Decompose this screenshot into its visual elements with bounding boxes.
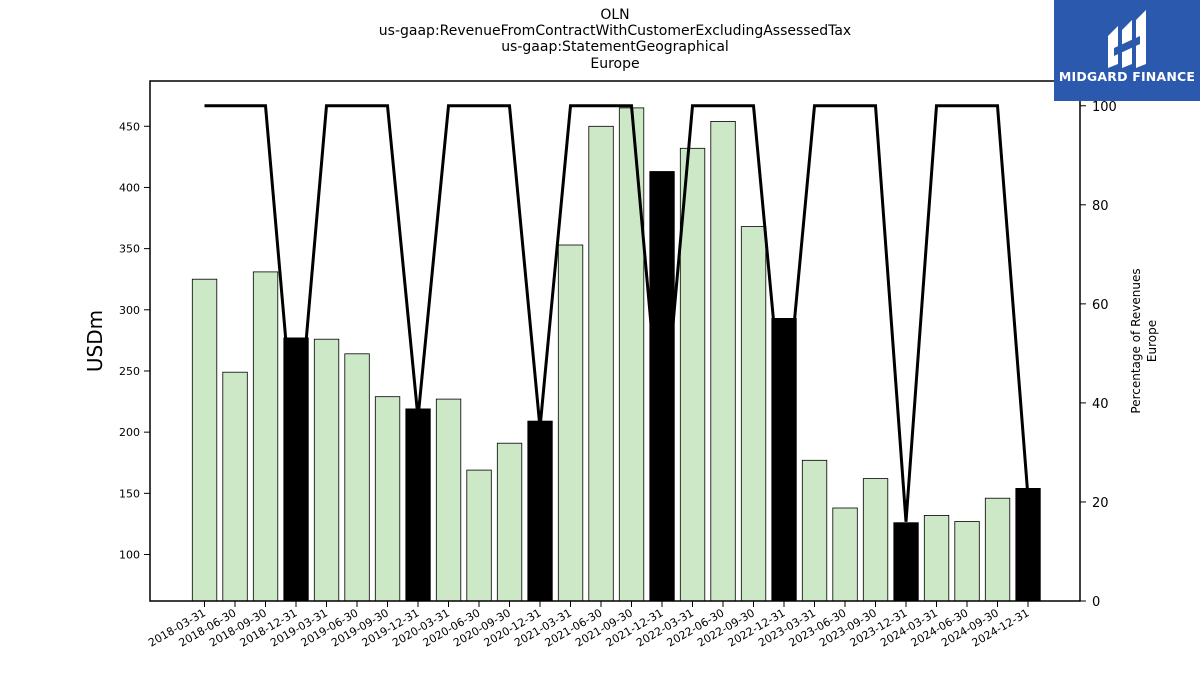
y2-axis-label-line-1: Percentage of Revenues <box>1129 268 1143 413</box>
quarter-bar <box>557 244 584 602</box>
annual-bar <box>893 522 919 602</box>
quarter-bar <box>191 278 218 602</box>
y-tick-label: 200 <box>119 426 140 439</box>
quarter-bar <box>466 469 492 602</box>
quarter-bar <box>679 147 706 602</box>
quarter-bar <box>710 121 736 602</box>
quarter-bar <box>832 507 858 602</box>
quarter-bar <box>222 371 248 602</box>
y2-tick-label: 40 <box>1092 397 1109 412</box>
plot-frame <box>149 80 1081 602</box>
y-axis-left: 100 150 200 250 300 350 400 450 <box>119 120 150 562</box>
y2-tick-label: 100 <box>1092 100 1117 115</box>
quarter-bar <box>801 459 828 602</box>
y-tick-label: 100 <box>119 549 140 562</box>
annual-bar <box>283 337 309 602</box>
quarter-bar <box>954 521 980 602</box>
quarter-bar <box>923 515 950 602</box>
annual-bar <box>771 317 797 602</box>
y-tick-label: 450 <box>119 120 140 133</box>
quarter-bar <box>862 478 889 602</box>
quarter-bar <box>740 226 767 602</box>
y-tick-label: 400 <box>119 181 140 194</box>
annual-bar <box>649 171 675 602</box>
quarter-bar <box>435 398 462 602</box>
quarter-bar <box>588 125 614 602</box>
y-axis-right: 0 20 40 60 80 100 <box>1080 100 1117 610</box>
quarter-bar <box>984 497 1011 602</box>
quarter-bar <box>252 271 279 602</box>
y2-tick-label: 80 <box>1092 199 1109 214</box>
chart-title-line-1: OLN <box>600 7 630 23</box>
y2-tick-label: 60 <box>1092 298 1109 313</box>
annual-bar <box>1015 487 1041 602</box>
chart-title-line-2: us-gaap:RevenueFromContractWithCustomerE… <box>378 23 852 39</box>
y2-axis-label-line-2: Europe <box>1145 320 1159 362</box>
y-tick-label: 350 <box>119 243 140 256</box>
y2-tick-label: 0 <box>1092 595 1100 610</box>
chart-title-line-4: Europe <box>590 56 640 72</box>
chart-title-line-3: us-gaap:StatementGeographical <box>501 39 729 55</box>
x-axis: 2018-03-312018-06-302018-09-302018-12-31… <box>146 601 1032 650</box>
midgard-logo-icon <box>1108 10 1146 68</box>
percentage-line <box>204 104 1030 522</box>
annual-bar <box>405 408 431 602</box>
y-tick-label: 250 <box>119 365 140 378</box>
brand-logo: MIDGARD FINANCE <box>1054 0 1200 101</box>
quarter-bar <box>374 396 401 602</box>
quarter-bar <box>496 442 523 602</box>
y-axis-label: USDm <box>83 310 107 372</box>
y-tick-label: 300 <box>119 304 140 317</box>
quarter-bar <box>313 338 340 602</box>
annual-bar <box>527 420 553 602</box>
quarter-bar <box>618 107 645 602</box>
brand-name: MIDGARD FINANCE <box>1058 69 1196 84</box>
quarter-bar <box>344 353 370 602</box>
percentage-line-layer <box>204 104 1030 522</box>
bars-layer <box>191 107 1041 602</box>
y2-tick-label: 20 <box>1092 496 1109 511</box>
y-tick-label: 150 <box>119 487 140 500</box>
